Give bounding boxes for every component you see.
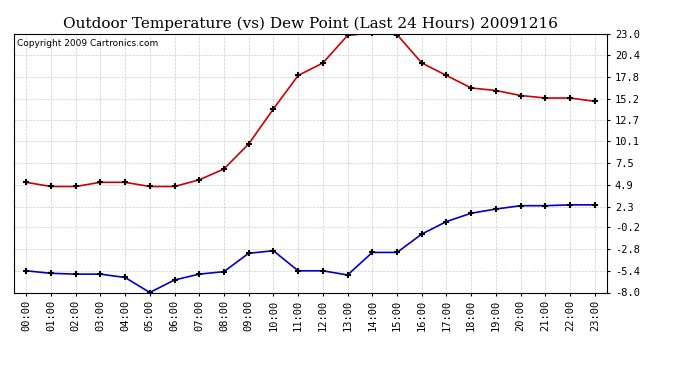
Text: Copyright 2009 Cartronics.com: Copyright 2009 Cartronics.com [17, 39, 158, 48]
Title: Outdoor Temperature (vs) Dew Point (Last 24 Hours) 20091216: Outdoor Temperature (vs) Dew Point (Last… [63, 17, 558, 31]
